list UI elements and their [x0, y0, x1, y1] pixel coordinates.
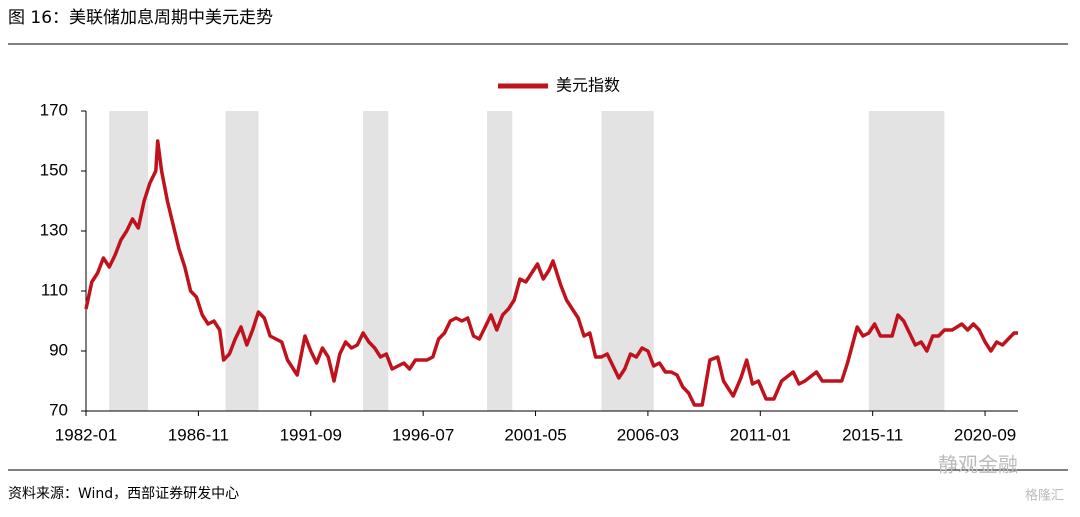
- x-tick-label: 2015-11: [842, 425, 903, 444]
- x-tick-label: 2011-01: [730, 425, 791, 444]
- shaded-period: [225, 111, 259, 411]
- legend-label: 美元指数: [556, 76, 620, 95]
- x-tick-label: 1996-07: [392, 425, 454, 444]
- line-series: [84, 139, 1018, 407]
- y-tick-label: 90: [49, 340, 68, 359]
- y-tick-label: 150: [40, 160, 68, 179]
- y-tick-label: 170: [40, 100, 68, 119]
- x-tick-label: 2001-05: [504, 425, 566, 444]
- y-tick-label: 70: [49, 400, 68, 419]
- source: 资料来源：Wind，西部证券研发中心: [8, 486, 239, 502]
- watermark: 静观金融: [938, 453, 1018, 477]
- shaded-period: [363, 111, 389, 411]
- x-tick-label: 1982-01: [55, 425, 117, 444]
- y-tick-label: 130: [40, 220, 68, 239]
- shaded-period: [109, 111, 149, 411]
- x-tick-label: 1991-09: [280, 425, 342, 444]
- shaded-period: [487, 111, 513, 411]
- x-tick-label: 2020-09: [954, 425, 1016, 444]
- shaded-period: [868, 111, 945, 411]
- y-tick-label: 110: [41, 280, 68, 299]
- x-tick-label: 1986-11: [168, 425, 229, 444]
- chart-title: 图 16：美联储加息周期中美元走势: [8, 8, 273, 28]
- watermark: 格隆汇: [1025, 488, 1064, 504]
- x-tick-label: 2006-03: [617, 425, 679, 444]
